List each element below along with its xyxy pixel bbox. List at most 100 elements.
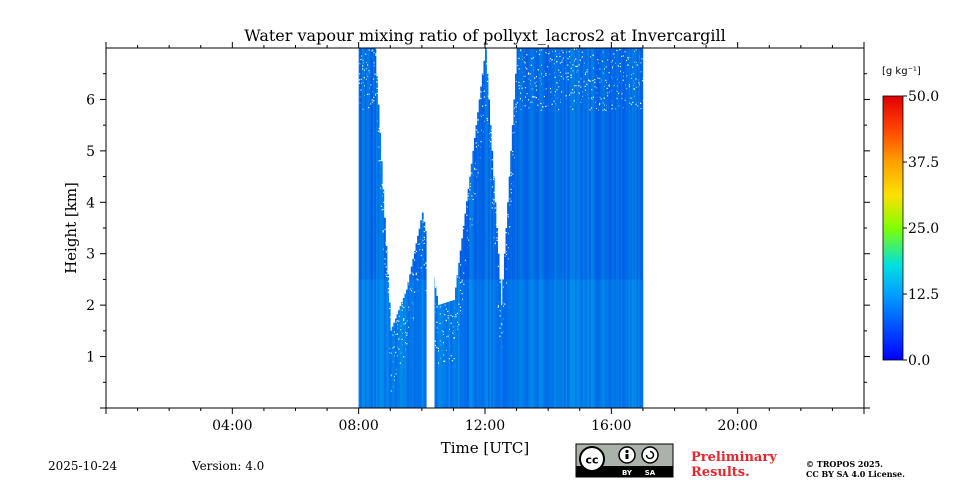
data-speckle: [541, 64, 543, 66]
data-column: [543, 48, 546, 408]
data-speckle: [425, 289, 427, 292]
data-speckle: [380, 205, 383, 207]
data-speckle: [545, 88, 547, 90]
data-speckle: [506, 244, 508, 246]
data-column-low: [510, 279, 513, 408]
data-column-low: [600, 279, 603, 408]
data-speckle: [462, 298, 464, 300]
data-speckle: [642, 99, 645, 102]
data-speckle: [537, 104, 539, 106]
data-speckle: [482, 73, 484, 76]
data-speckle: [496, 239, 498, 241]
data-column-low: [579, 279, 582, 408]
data-speckle: [515, 103, 517, 106]
data-column: [363, 48, 366, 408]
data-speckle: [545, 74, 547, 76]
share-alike-icon: [641, 446, 659, 464]
data-speckle: [495, 211, 497, 214]
data-speckle: [371, 101, 373, 103]
data-column-low: [628, 279, 631, 408]
chart-title: Water vapour mixing ratio of pollyxt_lac…: [244, 26, 725, 45]
data-speckle: [541, 49, 543, 51]
data-speckle: [468, 239, 470, 241]
data-speckle: [514, 157, 516, 159]
data-speckle: [485, 63, 488, 65]
data-column: [625, 48, 628, 408]
data-speckle: [413, 252, 416, 254]
data-column-low: [581, 279, 584, 408]
data-speckle: [399, 362, 401, 364]
footer-date: 2025-10-24: [48, 459, 118, 473]
data-speckle: [642, 80, 645, 82]
data-column-low: [393, 322, 396, 408]
data-column-low: [541, 279, 544, 408]
data-speckle: [436, 306, 438, 308]
data-column: [641, 48, 644, 408]
data-speckle: [635, 49, 638, 51]
data-speckle: [527, 99, 530, 101]
data-column-low: [522, 279, 525, 408]
data-speckle: [377, 81, 379, 83]
data-column-low: [380, 279, 383, 408]
data-speckle: [548, 53, 550, 55]
data-column-low: [412, 279, 415, 408]
data-speckle: [599, 102, 601, 105]
data-speckle: [518, 81, 520, 84]
data-speckle: [586, 83, 588, 85]
data-column: [473, 138, 476, 408]
data-speckle: [534, 96, 536, 98]
data-column-low: [603, 279, 606, 408]
data-speckle: [531, 101, 533, 103]
data-column-low: [568, 279, 571, 408]
data-column-low: [609, 279, 612, 408]
data-column: [598, 48, 601, 408]
data-speckle: [578, 92, 580, 94]
data-column: [622, 48, 625, 408]
data-speckle: [444, 360, 446, 362]
data-speckle: [406, 334, 408, 336]
data-speckle: [588, 79, 590, 81]
data-column: [485, 48, 487, 408]
data-speckle: [379, 187, 382, 189]
data-column-low: [382, 279, 385, 408]
data-speckle: [584, 85, 586, 87]
data-speckle: [489, 141, 492, 143]
data-speckle: [398, 338, 400, 340]
data-column-low: [605, 279, 607, 408]
data-column-low: [521, 279, 524, 408]
data-column: [524, 48, 527, 408]
data-column-low: [590, 279, 593, 408]
y-axis-label: Height [km]: [62, 182, 80, 274]
cc-logo-text: cc: [585, 454, 598, 467]
data-speckle: [477, 119, 479, 121]
data-column: [369, 48, 372, 408]
data-column-low: [530, 279, 533, 408]
data-speckle: [463, 272, 465, 274]
data-speckle: [566, 77, 568, 79]
data-speckle: [460, 310, 462, 312]
data-speckle: [635, 86, 638, 88]
data-speckle: [496, 231, 498, 233]
data-column-low: [447, 302, 449, 408]
data-speckle: [613, 53, 615, 55]
data-speckle: [503, 286, 505, 288]
data-column-low: [571, 279, 574, 408]
data-speckle: [529, 73, 531, 75]
data-column: [603, 48, 606, 408]
data-speckle: [586, 69, 588, 71]
data-speckle: [401, 338, 403, 341]
data-speckle: [403, 306, 405, 309]
data-column-low: [388, 302, 391, 408]
data-speckle: [443, 333, 445, 335]
data-speckle: [561, 61, 563, 63]
data-speckle: [635, 78, 637, 80]
data-column: [605, 48, 607, 408]
data-speckle: [453, 337, 455, 339]
data-speckle: [591, 89, 593, 91]
data-speckle: [547, 66, 549, 68]
data-speckle: [604, 68, 606, 70]
data-speckle: [361, 82, 363, 84]
data-speckle: [575, 85, 577, 87]
data-speckle: [499, 335, 501, 337]
x-axis-label: Time [UTC]: [441, 439, 530, 457]
